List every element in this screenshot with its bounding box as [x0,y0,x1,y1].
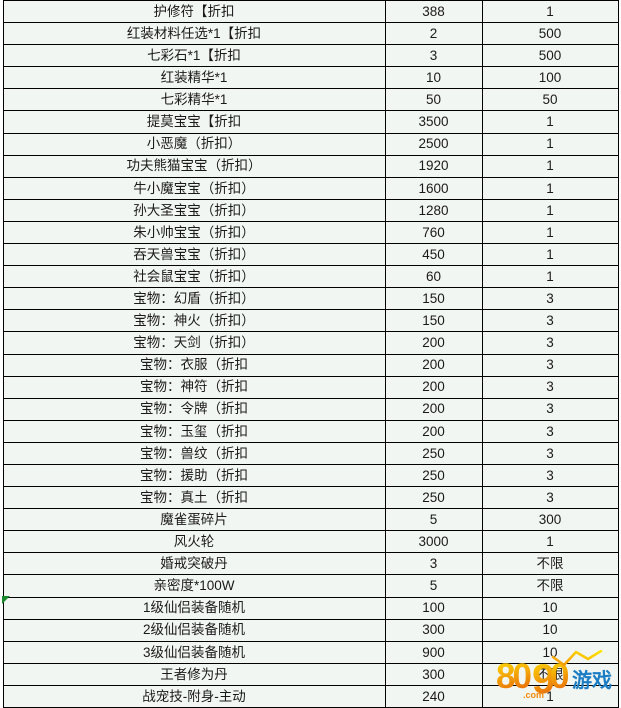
svg-text:.com: .com [523,690,544,700]
svg-text:游戏: 游戏 [572,668,612,692]
